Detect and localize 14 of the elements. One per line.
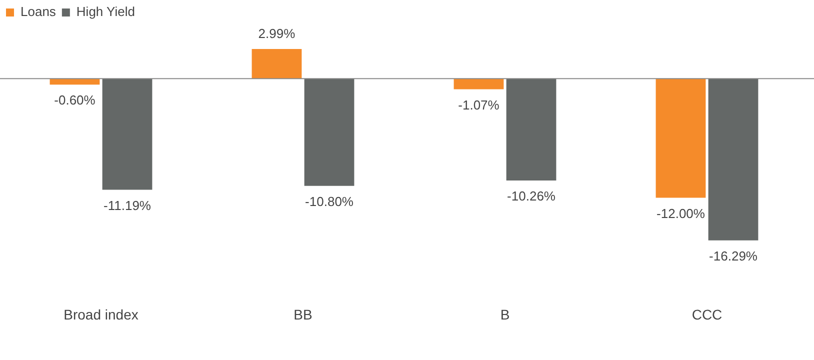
data-label: -11.19% bbox=[104, 198, 152, 213]
data-label: -10.26% bbox=[507, 188, 556, 204]
legend-label: High Yield bbox=[76, 4, 135, 20]
data-label: -16.29% bbox=[709, 248, 758, 264]
x-tick-label: B bbox=[500, 306, 510, 322]
data-label: -10.80% bbox=[305, 194, 354, 209]
x-tick-label: CCC bbox=[692, 306, 722, 322]
data-label: 2.99% bbox=[258, 26, 296, 42]
x-tick-label: BB bbox=[294, 306, 312, 322]
x-tick-label: Broad index bbox=[64, 306, 138, 322]
data-label: -0.60% bbox=[54, 92, 96, 108]
data-label: -12.00% bbox=[656, 206, 706, 221]
data-label: -1.07% bbox=[458, 97, 500, 112]
legend-label: Loans bbox=[20, 4, 56, 20]
